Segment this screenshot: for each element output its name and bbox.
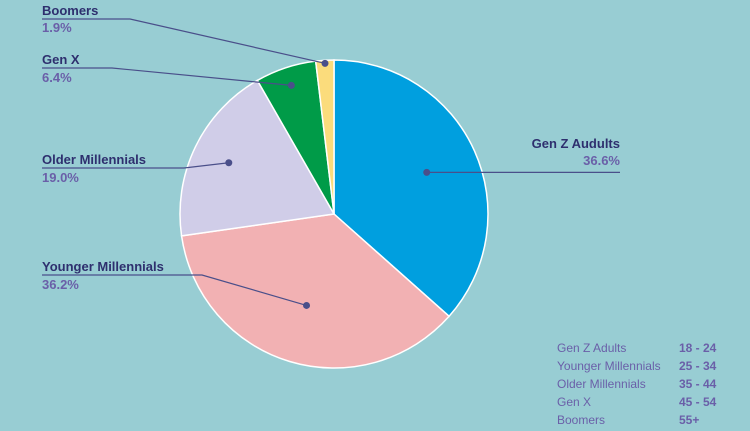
slice-labels: Boomers 1.9% Gen X 6.4% Older Millennial…	[42, 3, 620, 292]
label-boomers-name: Boomers	[42, 3, 98, 18]
leader-line-boomers	[42, 18, 326, 64]
legend-row: Boomers 55+	[557, 413, 732, 431]
leader-dot-younger-millennials	[303, 301, 311, 309]
legend-row: Gen Z Adults 18 - 24	[557, 341, 732, 359]
legend-name: Younger Millennials	[557, 359, 661, 373]
label-genx-value: 6.4%	[42, 70, 72, 85]
leader-line-younger-millennials	[42, 274, 307, 307]
legend-name: Boomers	[557, 413, 606, 427]
legend-row: Older Millennials 35 - 44	[557, 377, 732, 395]
legend-name: Gen Z Adults	[557, 341, 627, 355]
label-older-millennials-name: Older Millennials	[42, 152, 146, 167]
leader-dot-gen-x	[287, 81, 295, 89]
legend-range: 18 - 24	[679, 341, 717, 355]
legend-name: Older Millennials	[557, 377, 646, 391]
label-older-millennials-value: 19.0%	[42, 170, 79, 185]
legend-row: Younger Millennials 25 - 34	[557, 359, 732, 377]
leader-dot-gen-z-audults	[423, 168, 431, 176]
pie-slice-gen-z-audults	[333, 59, 489, 318]
legend-range: 45 - 54	[679, 395, 717, 409]
leader-line-older-millennials	[42, 162, 229, 169]
legend-range: 55+	[679, 413, 700, 427]
pie-slice-older-millennials	[179, 79, 336, 237]
leader-dot-older-millennials	[225, 159, 233, 167]
pie-slice-younger-millennials	[180, 213, 451, 369]
legend-name: Gen X	[557, 395, 592, 409]
leader-lines	[42, 18, 620, 309]
label-boomers-value: 1.9%	[42, 20, 72, 35]
legend-range: 25 - 34	[679, 359, 717, 373]
label-younger-millennials-value: 36.2%	[42, 277, 79, 292]
label-genx-name: Gen X	[42, 52, 80, 67]
legend-row: Gen X 45 - 54	[557, 395, 732, 413]
pie-slices	[179, 59, 489, 369]
leader-dot-boomers	[321, 59, 329, 67]
label-genz-value: 36.6%	[583, 153, 620, 168]
leader-line-gen-x	[42, 67, 292, 86]
label-younger-millennials-name: Younger Millennials	[42, 259, 164, 274]
label-genz-name: Gen Z Audults	[532, 136, 620, 151]
legend-range: 35 - 44	[679, 377, 717, 391]
